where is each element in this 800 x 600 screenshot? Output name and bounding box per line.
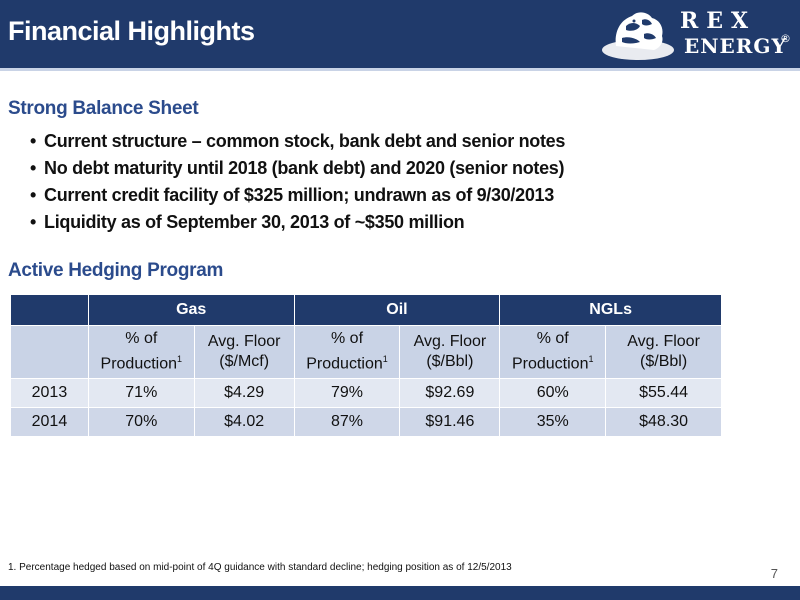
rex-energy-logo: REX ENERGY ® [598, 6, 794, 62]
table-cell: 87% [293, 407, 401, 437]
table-cell: 60% [499, 378, 607, 408]
logo-text-rex: REX [680, 8, 757, 34]
table-row: 2013 71% $4.29 79% $92.69 60% $55.44 [10, 378, 722, 408]
table-corner-cell [10, 294, 89, 326]
row-year: 2014 [10, 407, 89, 437]
hedging-heading: Active Hedging Program [8, 260, 224, 281]
group-header-gas: Gas [87, 294, 295, 326]
sub-header-cell: Avg. Floor ($/Mcf) [193, 325, 295, 379]
table-cell: $4.02 [193, 407, 295, 437]
bullet-item: • Current credit facility of $325 million… [30, 182, 565, 209]
table-cell: $4.29 [193, 378, 295, 408]
sub-header-cell: % of Production1 [87, 325, 195, 379]
bullet-item: • Current structure – common stock, bank … [30, 128, 565, 155]
sub-header-corner-cell [10, 325, 89, 379]
table-sub-header-row: % of Production1 Avg. Floor ($/Mcf) % of Pr… [10, 325, 722, 379]
table-cell: $92.69 [399, 378, 501, 408]
balance-sheet-bullets: • Current structure – common stock, bank … [30, 128, 565, 236]
sub-header-cell: Avg. Floor ($/Bbl) [605, 325, 722, 379]
table-cell: 35% [499, 407, 607, 437]
header-divider [0, 68, 800, 71]
bullet-dot-icon: • [30, 131, 37, 151]
footer-bar [0, 586, 800, 600]
page-number: 7 [770, 566, 778, 581]
bullet-dot-icon: • [30, 212, 37, 232]
bullet-item: • No debt maturity until 2018 (bank debt)… [30, 155, 565, 182]
logo-text-energy: ENERGY [684, 34, 787, 58]
bullet-dot-icon: • [30, 158, 37, 178]
group-header-oil: Oil [293, 294, 501, 326]
page-title: Financial Highlights [8, 16, 255, 46]
group-header-ngls: NGLs [499, 294, 722, 326]
table-cell: $91.46 [399, 407, 501, 437]
table-cell: $55.44 [605, 378, 722, 408]
registered-mark: ® [780, 32, 791, 45]
sub-header-cell: % of Production1 [293, 325, 401, 379]
table-cell: 79% [293, 378, 401, 408]
sub-header-cell: % of Production1 [499, 325, 607, 379]
table-row: 2014 70% $4.02 87% $91.46 35% $48.30 [10, 407, 722, 437]
table-cell: $48.30 [605, 407, 722, 437]
lion-emblem-icon [602, 12, 674, 60]
table-cell: 70% [87, 407, 195, 437]
bullet-item: • Liquidity as of September 30, 2013 of ~… [30, 209, 565, 236]
header-bar: Financial Highlights REX ENERGY ® [0, 0, 800, 68]
hedging-table: Gas Oil NGLs % of Production1 Avg. Floor(… [10, 294, 722, 437]
table-group-header-row: Gas Oil NGLs [10, 294, 722, 326]
table-cell: 71% [87, 378, 195, 408]
balance-sheet-heading: Strong Balance Sheet [8, 98, 199, 119]
bullet-dot-icon: • [30, 185, 37, 205]
footnote: 1. Percentage hedged based on mid-point … [8, 562, 512, 573]
row-year: 2013 [10, 378, 89, 408]
sub-header-cell: Avg. Floor ($/Bbl) [399, 325, 501, 379]
